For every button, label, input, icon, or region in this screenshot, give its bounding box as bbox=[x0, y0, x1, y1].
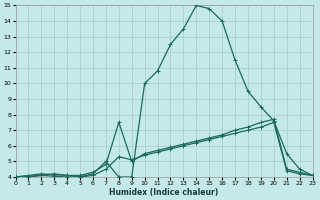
X-axis label: Humidex (Indice chaleur): Humidex (Indice chaleur) bbox=[109, 188, 219, 197]
